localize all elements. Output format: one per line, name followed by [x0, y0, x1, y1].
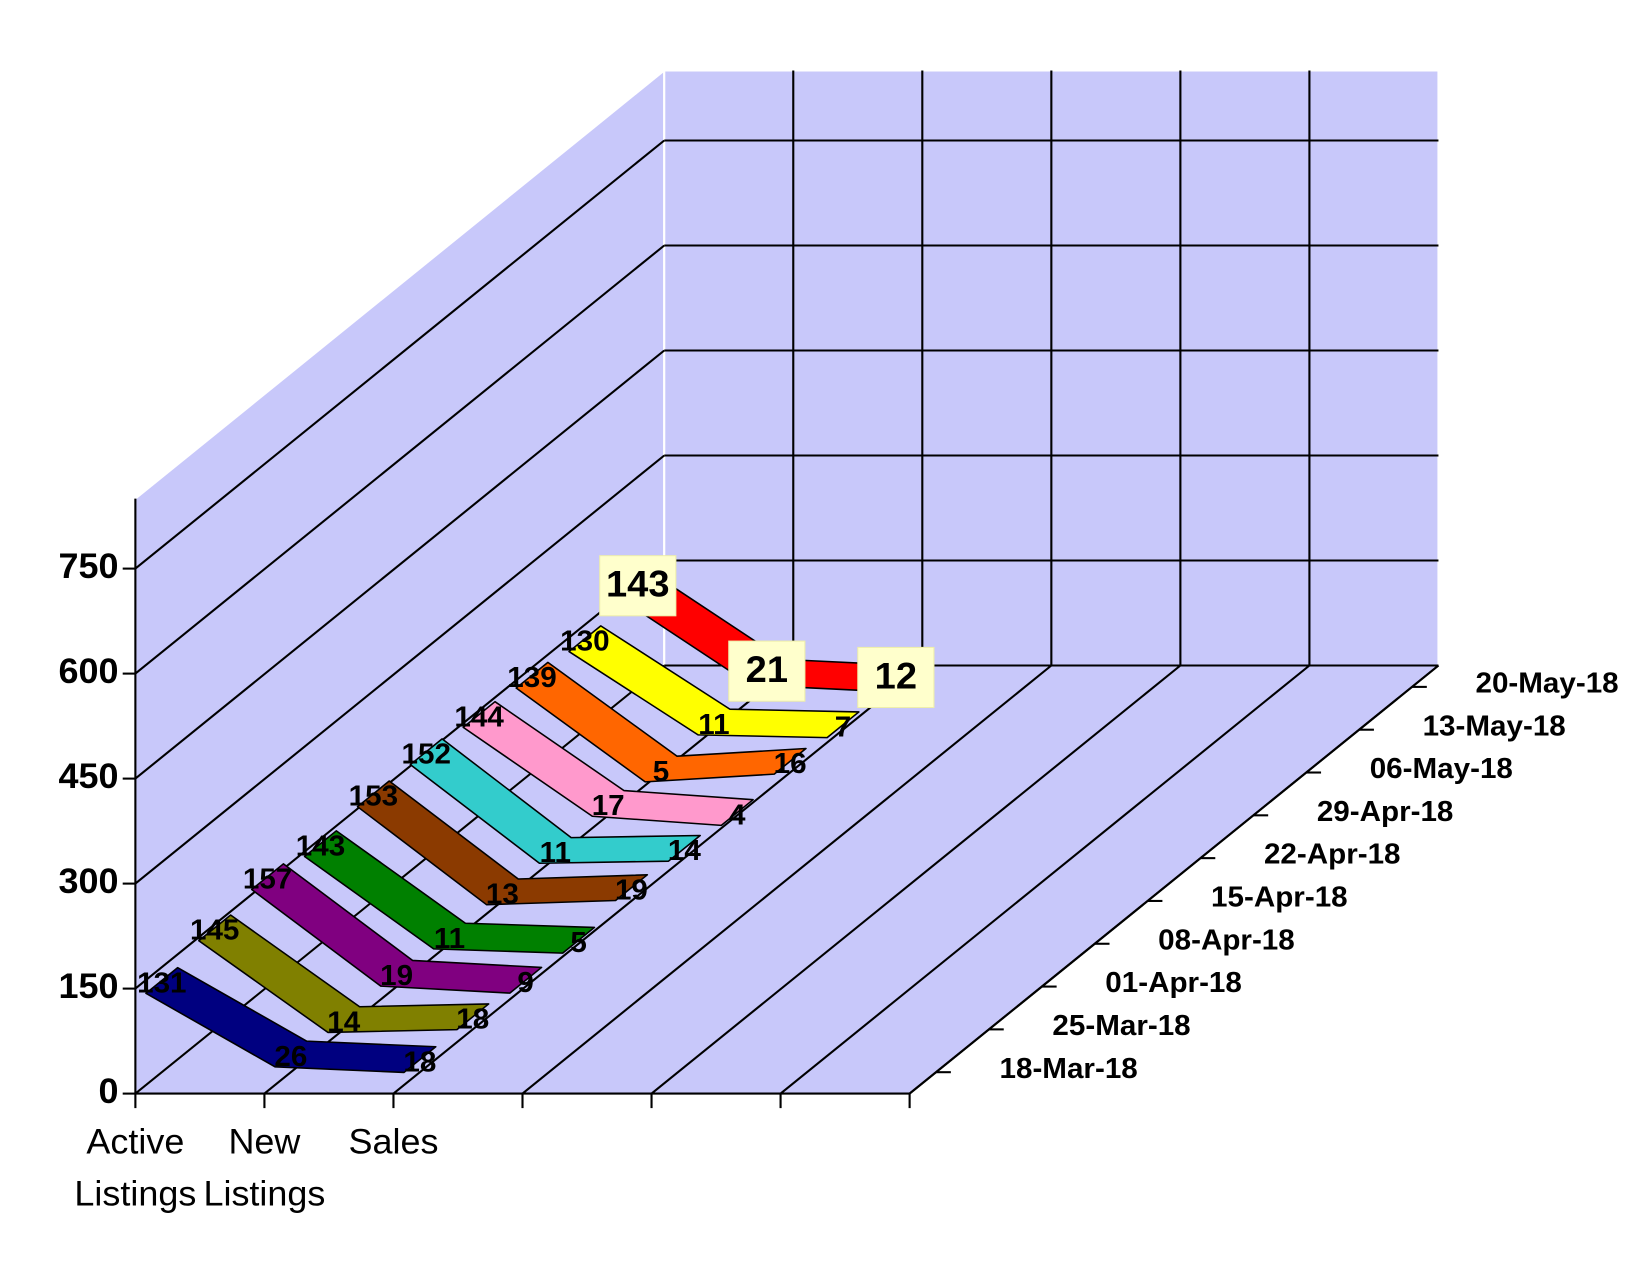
data-label: 13 [486, 878, 519, 911]
data-label: 21 [746, 648, 788, 690]
data-label: 143 [296, 830, 345, 863]
legend-label: 29-Apr-18 [1317, 795, 1454, 828]
data-label: 14 [668, 834, 702, 867]
data-label: 153 [349, 780, 398, 813]
grid-line [134, 244, 665, 675]
x-label-box: New Listings [203, 1122, 326, 1214]
legend-label: 18-Mar-18 [1000, 1052, 1138, 1085]
data-label: 131 [137, 967, 186, 1000]
label-box [728, 640, 806, 702]
series-ribbon [145, 966, 437, 1074]
y-tick-label: 150 [58, 966, 118, 1006]
legend-label: 08-Apr-18 [1158, 924, 1295, 957]
series-ribbon [250, 863, 543, 994]
y-tick-label: 450 [58, 756, 118, 796]
x-label-box: Active Listings [74, 1122, 197, 1214]
label-box [857, 646, 935, 709]
grid-line [134, 454, 665, 885]
depth-axis [908, 664, 1440, 1095]
series-ribbon [356, 780, 649, 906]
data-label: 11 [540, 837, 571, 870]
series-ribbon [198, 914, 490, 1034]
grid-line [134, 559, 665, 990]
floor-line [779, 664, 1311, 1095]
data-label: 144 [454, 701, 504, 734]
legend-label: 20-May-18 [1475, 667, 1618, 700]
x-label-box: Sales [348, 1122, 439, 1163]
legend-label: 15-Apr-18 [1211, 881, 1348, 914]
x-tick-label: Sales [348, 1122, 439, 1163]
data-label: 9 [517, 966, 533, 999]
legend-label: 06-May-18 [1370, 752, 1513, 785]
series-ribbon [303, 830, 596, 954]
label-box [599, 555, 677, 617]
legend-label: 01-Apr-18 [1105, 966, 1242, 999]
grid-line [134, 349, 665, 780]
data-label: 18 [403, 1046, 436, 1079]
series-ribbon [409, 738, 701, 865]
floor-line [521, 664, 1053, 1095]
floor-line [392, 664, 923, 1095]
data-label: 19 [615, 874, 648, 907]
data-label: 19 [380, 959, 413, 992]
series-ribbon [515, 661, 807, 783]
data-label: 157 [243, 863, 292, 896]
data-label: 7 [835, 711, 851, 744]
data-label: 12 [875, 655, 917, 697]
data-label: 26 [274, 1040, 307, 1073]
legend-label: 22-Apr-18 [1264, 838, 1401, 871]
data-label: 130 [560, 625, 609, 658]
data-label: 143 [606, 563, 670, 605]
y-tick-label: 300 [58, 861, 118, 901]
data-label: 16 [774, 747, 807, 780]
data-label: 152 [402, 738, 451, 771]
data-label: 11 [698, 708, 729, 741]
data-label: 5 [653, 755, 669, 788]
data-label: 145 [190, 914, 239, 947]
y-tick-label: 0 [98, 1071, 118, 1111]
floor-line [650, 664, 1182, 1095]
data-label: 11 [434, 922, 465, 955]
series-ribbon [462, 700, 754, 827]
series-ribbon [568, 625, 860, 739]
grid-line [134, 139, 665, 570]
data-label: 17 [592, 790, 625, 823]
data-label: 4 [729, 799, 746, 832]
x-tick-label: New Listings [203, 1122, 326, 1214]
y-tick-label: 750 [58, 546, 118, 586]
x-tick-label: Active Listings [74, 1122, 197, 1214]
legend-label: 13-May-18 [1423, 710, 1566, 743]
data-label: 139 [507, 661, 556, 694]
legend-label: 25-Mar-18 [1052, 1009, 1190, 1042]
y-tick-label: 600 [58, 651, 118, 691]
data-label: 14 [327, 1006, 361, 1039]
data-label: 18 [456, 1003, 489, 1036]
data-label: 5 [570, 926, 586, 959]
